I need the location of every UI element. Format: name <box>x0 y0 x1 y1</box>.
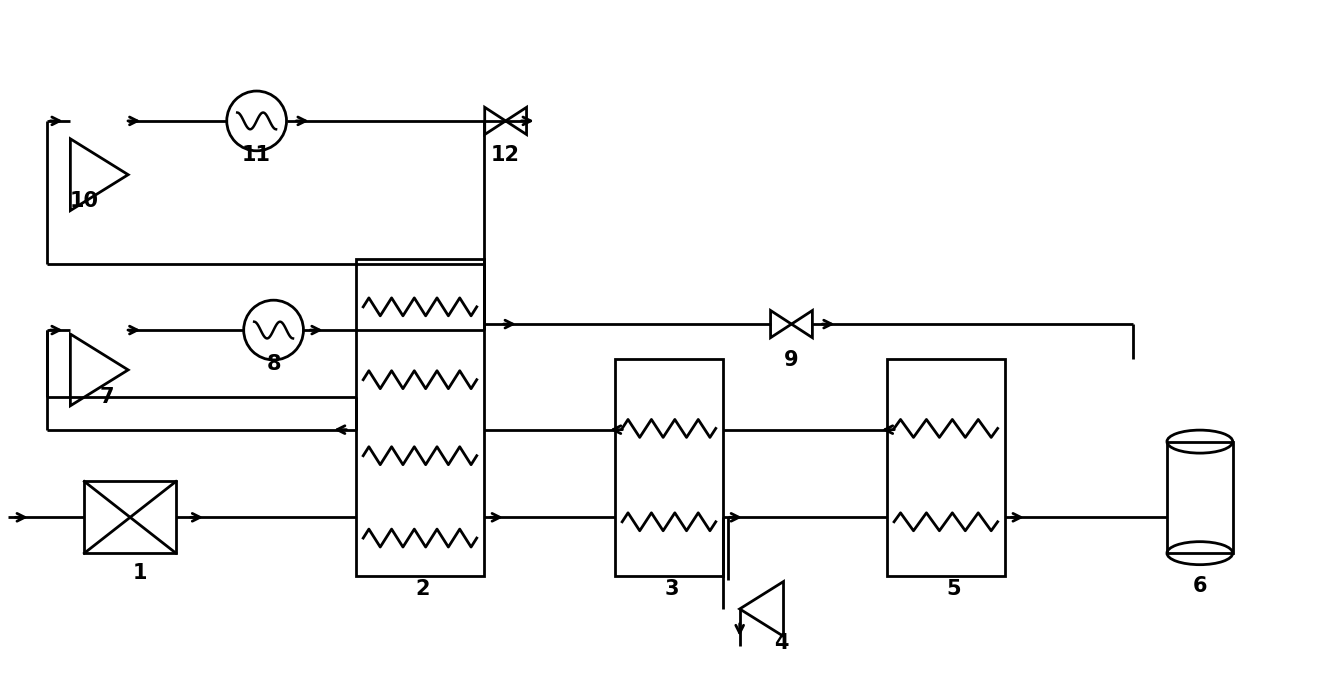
Bar <box>1167 441 1232 553</box>
Text: 10: 10 <box>70 190 99 210</box>
Text: 3: 3 <box>665 579 680 599</box>
Text: 9: 9 <box>784 350 799 370</box>
Text: 2: 2 <box>416 579 431 599</box>
Text: 4: 4 <box>774 632 788 653</box>
Text: 1: 1 <box>132 563 147 583</box>
Bar <box>615 359 722 576</box>
Text: 5: 5 <box>946 579 961 599</box>
Text: 6: 6 <box>1192 576 1207 596</box>
Text: 8: 8 <box>266 354 281 374</box>
Bar <box>356 260 484 576</box>
Text: 7: 7 <box>99 387 114 407</box>
Bar <box>888 359 1004 576</box>
Text: 12: 12 <box>492 145 521 165</box>
Bar <box>85 482 176 553</box>
Text: 11: 11 <box>242 145 272 165</box>
